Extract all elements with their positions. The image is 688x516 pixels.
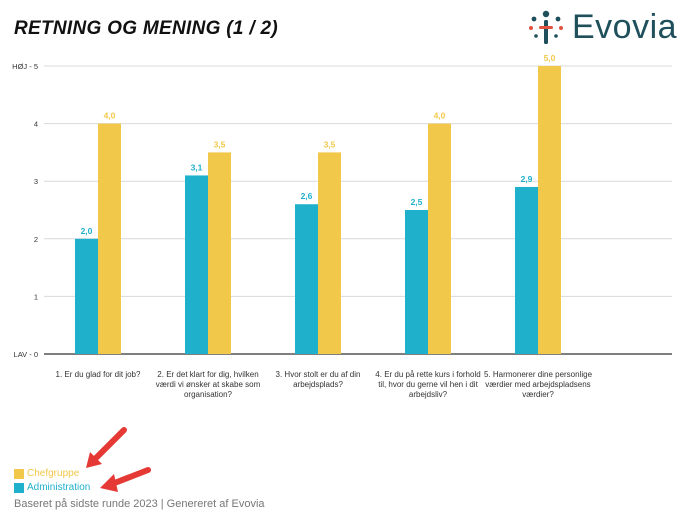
evovia-figure-icon	[529, 10, 563, 44]
logo-text: Evovia	[572, 8, 678, 46]
y-tick-label: 3	[34, 177, 38, 186]
footer-text: Baseret på sidste runde 2023 | Genereret…	[14, 498, 265, 510]
legend-swatch	[14, 482, 24, 493]
arrow-annotation	[100, 467, 151, 492]
arrow-annotation	[86, 427, 127, 468]
page-title: RETNING OG MENING (1 / 2)	[14, 18, 279, 39]
category-label-2: 2. Er det klart for dig, hvilken værdi v…	[155, 370, 261, 399]
y-tick-label: 4	[34, 120, 38, 129]
bar-administration-1	[75, 238, 98, 354]
bar-value-label: 4,0	[434, 111, 446, 121]
bar-value-label: 3,1	[191, 162, 203, 172]
bar-chefgruppe-3	[318, 152, 341, 354]
legend-label: Chefgruppe	[27, 468, 80, 479]
bar-chefgruppe-4	[428, 123, 451, 354]
category-label-5: 5. Harmonerer dine personlige værdier me…	[483, 370, 593, 399]
bar-value-label: 2,5	[411, 197, 423, 207]
bar-chefgruppe-2	[208, 152, 231, 354]
bar-chefgruppe-5	[538, 66, 561, 354]
evovia-logo: Evovia	[528, 6, 678, 50]
y-tick-label: LAV - 0	[14, 350, 38, 359]
bar-value-label: 5,0	[544, 53, 556, 63]
y-tick-label: 2	[34, 235, 38, 244]
bar-value-label: 2,9	[521, 174, 533, 184]
bar-administration-2	[185, 175, 208, 354]
bar-value-label: 2,0	[81, 226, 93, 236]
legend-item-chefgruppe: Chefgruppe	[14, 468, 79, 479]
category-label-3: 3. Hvor stolt er du af din arbejdsplads?	[275, 370, 361, 389]
bar-administration-4	[405, 210, 428, 354]
category-label-1: 1. Er du glad for dit job?	[55, 370, 141, 379]
legend-label: Administration	[27, 482, 91, 493]
bar-value-label: 2,6	[301, 191, 313, 201]
bar-value-label: 3,5	[214, 139, 226, 149]
y-tick-label: 1	[34, 292, 38, 301]
bar-administration-5	[515, 186, 538, 354]
legend-item-administration: Administration	[14, 482, 90, 493]
legend-swatch	[14, 468, 24, 479]
bar-value-label: 3,5	[324, 139, 336, 149]
bar-value-label: 4,0	[104, 111, 116, 121]
bar-administration-3	[295, 204, 318, 354]
bar-chefgruppe-1	[98, 123, 121, 354]
y-tick-label: HØJ - 5	[12, 62, 38, 71]
category-label-4: 4. Er du på rette kurs i forhold til, hv…	[375, 370, 481, 399]
